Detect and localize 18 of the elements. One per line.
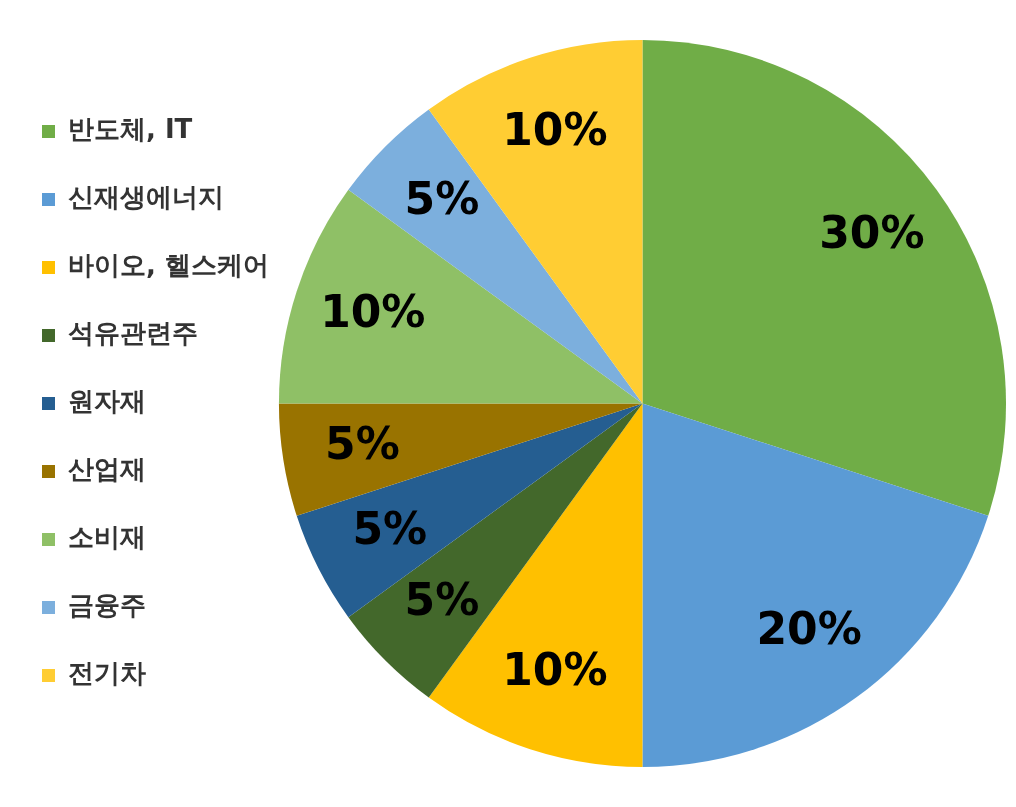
legend-label: 금융주 xyxy=(68,590,146,621)
data-label: 20% xyxy=(756,603,862,655)
data-label: 10% xyxy=(502,643,608,695)
legend-label: 석유관련주 xyxy=(68,318,198,349)
data-label: 5% xyxy=(352,502,428,554)
data-label: 10% xyxy=(502,104,608,156)
data-label: 30% xyxy=(819,207,925,259)
legend-label: 반도체, IT xyxy=(68,114,193,145)
legend-label: 바이오, 헬스케어 xyxy=(68,250,269,281)
data-label: 5% xyxy=(404,574,480,626)
data-label: 5% xyxy=(404,173,480,225)
data-label: 5% xyxy=(325,418,400,470)
legend-label: 원자재 xyxy=(68,386,146,417)
legend-label: 전기차 xyxy=(68,658,146,689)
legend-label: 산업재 xyxy=(68,454,146,485)
data-label: 10% xyxy=(320,286,426,338)
legend-label: 신재생에너지 xyxy=(68,182,224,213)
legend-label: 소비재 xyxy=(68,522,146,553)
